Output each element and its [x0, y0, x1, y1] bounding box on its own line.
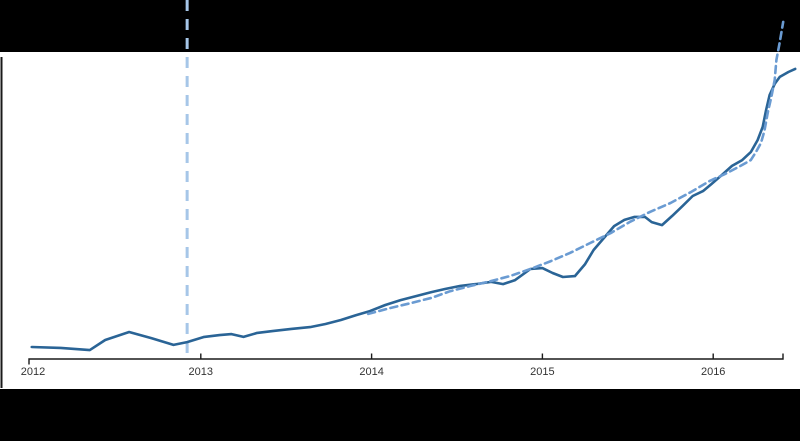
x-axis-line	[28, 353, 784, 365]
x-axis-label-2013: 2013	[189, 366, 213, 378]
top-black-band	[0, 0, 800, 52]
bottom-black-band	[0, 389, 800, 441]
x-axis-label-2015: 2015	[530, 366, 554, 378]
x-axis-label-2016: 2016	[701, 366, 725, 378]
x-axis-label-2014: 2014	[359, 366, 383, 378]
x-axis-label-2012: 2012	[21, 366, 45, 378]
dashed-trend-series-line	[366, 20, 785, 316]
